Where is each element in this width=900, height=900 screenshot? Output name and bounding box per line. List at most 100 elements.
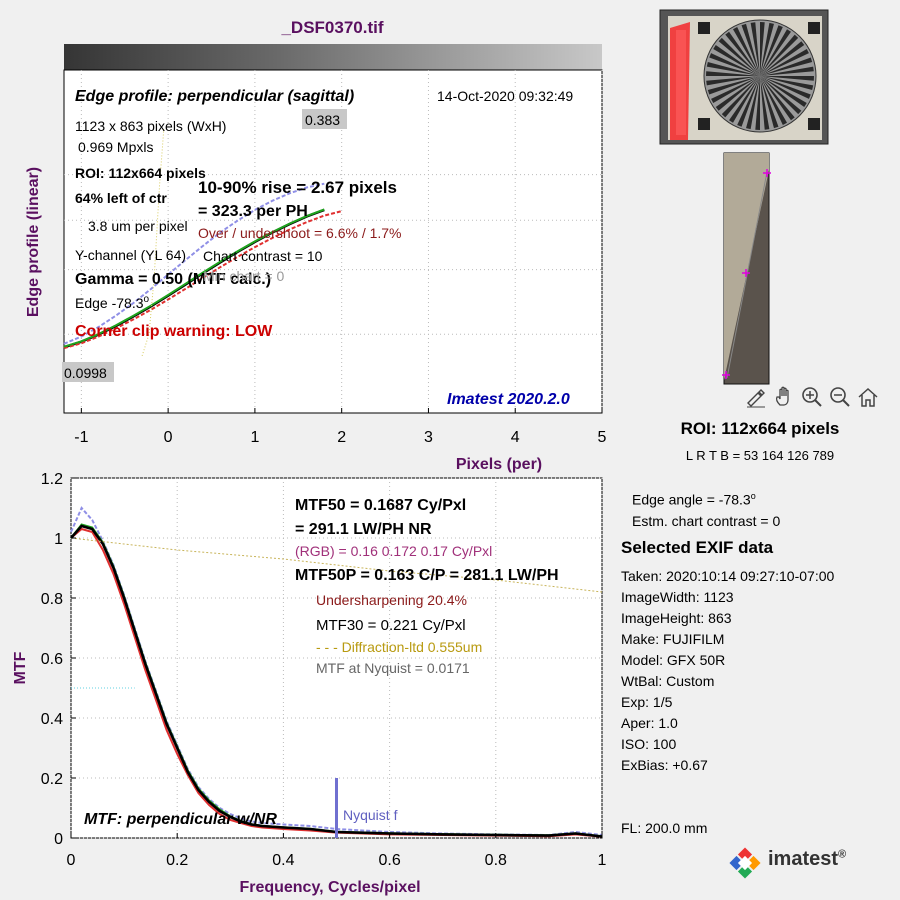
- timestamp: 14-Oct-2020 09:32:49: [437, 88, 573, 104]
- roi-size-text: ROI: 112x664 pixels: [75, 165, 206, 181]
- star-sector: [707, 76, 760, 95]
- star-sector: [760, 41, 805, 76]
- star-sector: [721, 76, 760, 118]
- edit-plot-icon[interactable]: [744, 385, 768, 409]
- side-chart-contrast: Estm. chart contrast = 0: [632, 513, 781, 529]
- star-sector: [760, 76, 802, 115]
- edge-series-line: [63, 182, 325, 345]
- min-chart-text: Min chart = 0: [203, 268, 285, 284]
- zoom-out-icon[interactable]: [828, 385, 852, 409]
- star-sector: [760, 76, 807, 107]
- mtf-y-ticks: 0 0.2 0.4 0.6 0.8 1 1.2: [41, 471, 76, 848]
- exif-row: Model: GFX 50R: [621, 652, 726, 668]
- y-tick-label: 1: [54, 531, 63, 548]
- x-tick-label: 2: [337, 429, 346, 446]
- exif-focal-length: FL: 200.0 mm: [621, 820, 708, 836]
- left-of-center: 64% left of ctr: [75, 190, 167, 206]
- file-title: _DSF0370.tif: [281, 18, 384, 37]
- y-channel: Y-channel (YL 64): [75, 247, 186, 263]
- star-sector: [760, 66, 814, 76]
- exif-heading: Selected EXIF data: [621, 538, 774, 557]
- x-tick-label: 3: [424, 429, 433, 446]
- plot-toolbar: [744, 385, 880, 409]
- star-sector: [760, 22, 765, 76]
- mtf-series-line: [70, 524, 603, 838]
- star-sector: [737, 76, 760, 127]
- overshoot-text: Over / undershoot = 6.6% / 1.7%: [198, 225, 402, 241]
- x-tick-label: 4: [511, 429, 520, 446]
- edge-angle-text: Edge -78.3o: [75, 294, 150, 311]
- mtf-series: [70, 506, 603, 838]
- x-tick-label: 0.2: [166, 852, 188, 869]
- star-sector: [715, 76, 760, 111]
- star-sector: [729, 76, 760, 123]
- image-thumbnail: [659, 9, 829, 145]
- star-sector: [706, 62, 760, 76]
- marker-top-bg: [302, 109, 347, 129]
- y-tick-label: 0.2: [41, 771, 63, 788]
- y-tick-label: 1.2: [41, 471, 63, 488]
- edge-series-line: [63, 208, 325, 348]
- x-tick-label: 1: [598, 852, 607, 869]
- x-tick-label: 0.6: [378, 852, 400, 869]
- star-sector: [760, 76, 814, 90]
- nyquist-label: Nyquist f: [343, 807, 398, 823]
- star-sector: [760, 76, 779, 129]
- edge-x-ticks: -1 0 1 2 3 4 5: [74, 408, 607, 446]
- nyquist-mtf-text: MTF at Nyquist = 0.0171: [316, 660, 470, 676]
- star-sector: [760, 76, 770, 130]
- star-sector: [725, 31, 760, 76]
- star-sector: [750, 22, 760, 76]
- edge-series-line: [63, 210, 342, 350]
- star-sector: [760, 76, 814, 81]
- exif-row: ExBias: +0.67: [621, 757, 708, 773]
- megapixels: 0.969 Mpxls: [78, 139, 153, 155]
- edge-grid: [64, 70, 603, 413]
- undersharpening-text: Undersharpening 20.4%: [316, 592, 467, 608]
- star-sector: [760, 25, 783, 76]
- pan-hand-icon[interactable]: [772, 385, 796, 409]
- star-sector: [760, 22, 774, 76]
- x-tick-label: 0.4: [272, 852, 294, 869]
- zoom-in-icon[interactable]: [800, 385, 824, 409]
- marker-top: 0.383: [305, 112, 340, 128]
- star-sector: [706, 76, 760, 86]
- per-ph-text: = 323.3 per PH: [198, 203, 308, 220]
- star-sector: [760, 29, 791, 77]
- mtf-y-label: MTF: [12, 651, 29, 684]
- star-sector: [733, 27, 760, 76]
- x-tick-label: 0: [164, 429, 173, 446]
- mtf50p-text: MTF50P = 0.163 C/P = 281.1 LW/PH: [295, 567, 559, 584]
- mtf30-text: MTF30 = 0.221 Cy/Pxl: [316, 617, 466, 634]
- star-sector: [760, 76, 795, 121]
- x-tick-label: 0: [67, 852, 76, 869]
- star-sector: [706, 71, 760, 76]
- roi-crop-image: [722, 152, 771, 385]
- star-sector: [760, 76, 811, 99]
- star-sector: [741, 23, 760, 77]
- y-tick-label: 0.4: [41, 711, 63, 728]
- home-icon[interactable]: [856, 385, 880, 409]
- exif-row: ISO: 100: [621, 736, 677, 752]
- mtf-series-line: [70, 537, 603, 593]
- exif-row: ImageWidth: 1123: [621, 589, 734, 605]
- exif-row: Exp: 1/5: [621, 694, 673, 710]
- y-tick-label: 0.6: [41, 651, 63, 668]
- image-size: 1123 x 863 pixels (WxH): [75, 118, 226, 134]
- chart-contrast-text: Chart contrast = 10: [203, 248, 323, 264]
- x-tick-label: -1: [74, 429, 88, 446]
- edge-x-label: Pixels (per): [456, 456, 542, 473]
- star-sector: [713, 45, 760, 76]
- marker-bottom-bg: [62, 362, 114, 382]
- rise-text: 10-90% rise = 2.67 pixels: [198, 178, 397, 197]
- x-tick-label: 5: [598, 429, 607, 446]
- x-tick-label: 1: [250, 429, 259, 446]
- y-tick-label: 0.8: [41, 591, 63, 608]
- star-sector: [755, 76, 760, 130]
- imatest-logo-icon: [729, 847, 761, 879]
- y-tick-label: 0: [54, 831, 63, 848]
- edge-profile-title: Edge profile: perpendicular (sagittal): [75, 88, 354, 105]
- marker-bottom: 0.0998: [64, 365, 107, 381]
- star-sector: [709, 53, 760, 76]
